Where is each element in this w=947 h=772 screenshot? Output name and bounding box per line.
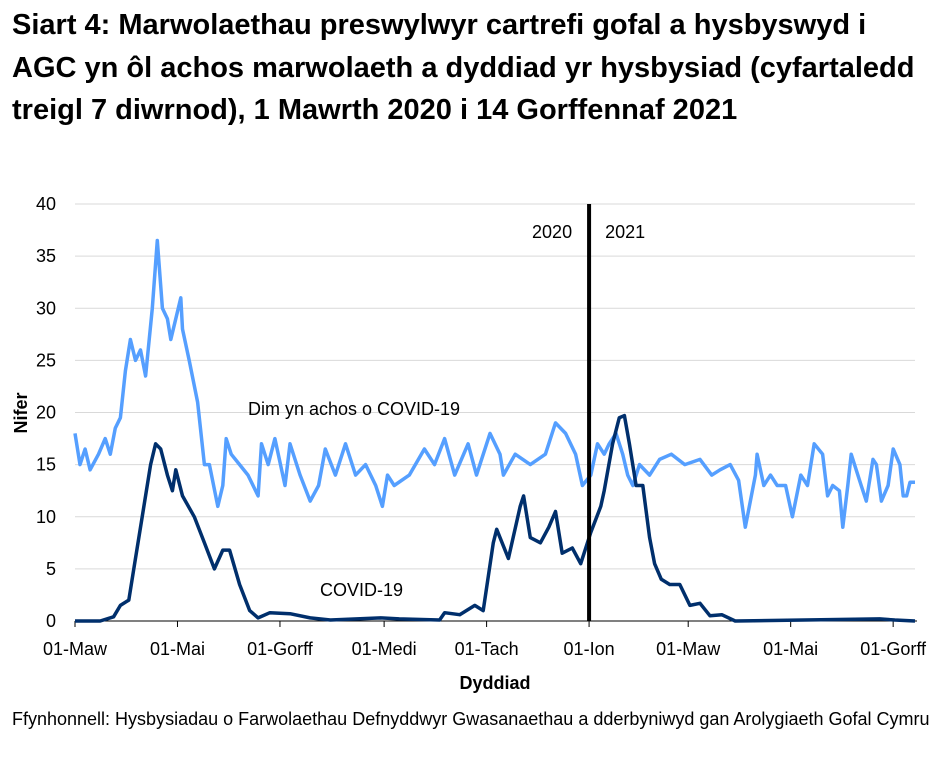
y-tick-label: 15 [36,455,56,475]
y-tick-label: 30 [36,298,56,318]
x-axis-title: Dyddiad [459,673,530,693]
x-tick-label: 01-Gorff [247,639,314,659]
x-tick-label: 01-Tach [455,639,519,659]
x-tick-label: 01-Mai [763,639,818,659]
x-tick-label: 01-Maw [656,639,721,659]
x-tick-label: 01-Maw [43,639,108,659]
x-tick-label: 01-Ion [564,639,615,659]
y-axis-title: Nifer [11,392,31,433]
chart-title: Siart 4: Marwolaethau preswylwyr cartref… [12,9,915,126]
y-tick-label: 40 [36,194,56,214]
x-tick-label: 01-Gorff [860,639,927,659]
series-line-covid [75,413,916,623]
y-tick-label: 5 [46,559,56,579]
series-label-non-covid: Dim yn achos o COVID-19 [248,399,460,419]
x-tick-label: 01-Medi [352,639,417,659]
y-tick-label: 35 [36,246,56,266]
x-tick-label: 01-Mai [150,639,205,659]
year-label-2020: 2020 [532,222,572,242]
series-label-covid: COVID-19 [320,580,403,600]
y-tick-label: 20 [36,403,56,423]
series-line-non-covid [73,238,915,529]
y-tick-label: 25 [36,350,56,370]
year-label-2021: 2021 [605,222,645,242]
y-tick-label: 10 [36,507,56,527]
source-note: Ffynhonnell: Hysbysiadau o Farwolaethau … [12,709,930,729]
y-tick-label: 0 [46,611,56,631]
